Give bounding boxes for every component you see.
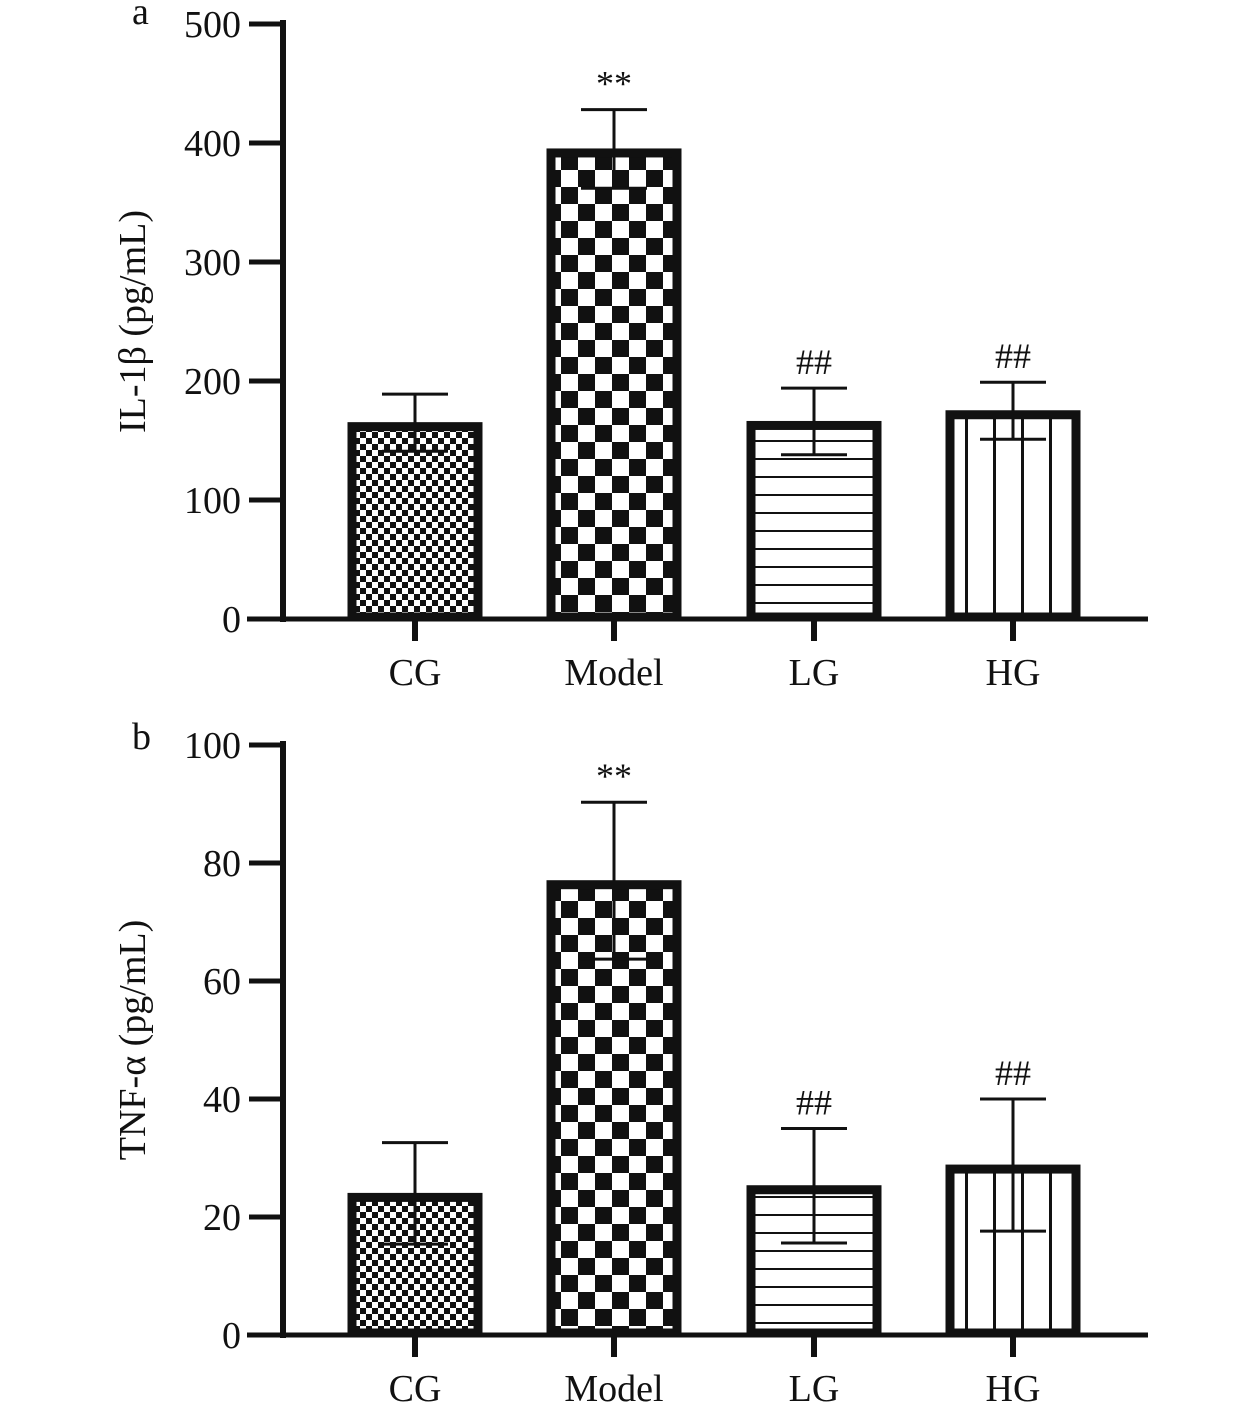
bar-model <box>546 148 682 622</box>
y-tick-label: 80 <box>203 843 241 885</box>
x-tick-label: HG <box>986 652 1041 694</box>
y-axis-label: IL-1β (pg/mL) <box>112 210 154 433</box>
y-axis-label: TNF-α (pg/mL) <box>112 920 154 1161</box>
x-tick-label: HG <box>986 1368 1041 1410</box>
x-tick-label: LG <box>789 652 840 694</box>
bar-hg <box>945 1164 1081 1338</box>
x-tick-label: Model <box>564 652 663 694</box>
significance-label: ## <box>995 336 1031 376</box>
y-tick-label: 0 <box>222 599 241 641</box>
x-tick-label: Model <box>564 1368 663 1410</box>
bar-hg <box>945 410 1081 622</box>
x-tick-label: CG <box>389 652 442 694</box>
significance-label: ## <box>995 1053 1031 1093</box>
y-tick-label: 400 <box>184 123 241 165</box>
panel-label: b <box>132 716 151 758</box>
significance-label: ** <box>596 756 632 796</box>
x-tick-label: CG <box>389 1368 442 1410</box>
y-tick-label: 20 <box>203 1197 241 1239</box>
y-tick-label: 0 <box>222 1315 241 1357</box>
panel-label: a <box>132 0 149 33</box>
y-tick-label: 500 <box>184 4 241 46</box>
significance-label: ## <box>796 1083 832 1123</box>
y-tick-label: 300 <box>184 242 241 284</box>
significance-label: ** <box>596 64 632 104</box>
x-tick-label: LG <box>789 1368 840 1410</box>
y-tick-label: 200 <box>184 361 241 403</box>
bar-cg <box>347 422 483 622</box>
y-tick-label: 100 <box>184 480 241 522</box>
y-tick-label: 100 <box>184 725 241 767</box>
y-tick-label: 60 <box>203 961 241 1003</box>
significance-label: ## <box>796 342 832 382</box>
bar-lg <box>746 420 882 622</box>
y-tick-label: 40 <box>203 1079 241 1121</box>
